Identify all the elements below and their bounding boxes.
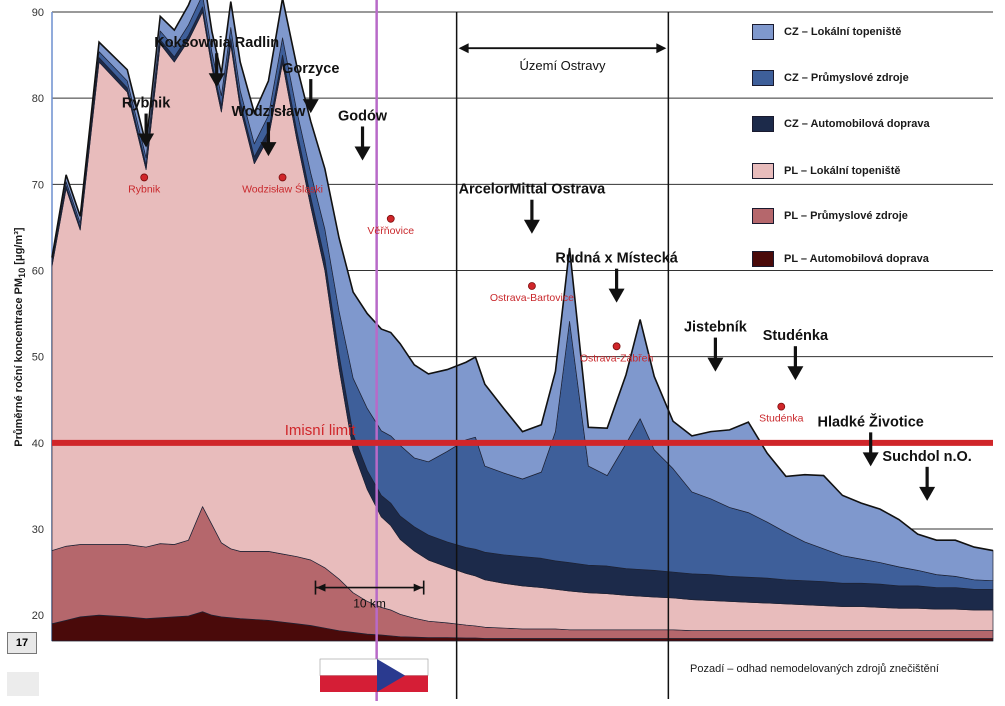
y-tick-label: 90	[32, 7, 44, 19]
locality-label: Jistebník	[684, 320, 748, 336]
legend-swatch	[752, 70, 774, 86]
station-marker	[278, 173, 287, 182]
locality-label: Rybnik	[122, 96, 171, 112]
station-marker	[612, 342, 621, 351]
baseline-value-box: 17	[7, 632, 37, 654]
legend-label: PL – Automobilová doprava	[784, 253, 929, 265]
limit-label: Imisní limit	[285, 422, 357, 439]
legend-item-pl-automobilova: PL – Automobilová doprava	[752, 249, 929, 269]
station-marker	[140, 173, 149, 182]
corner-box	[7, 672, 39, 696]
legend-swatch	[752, 116, 774, 132]
locality-arrow-head	[138, 133, 155, 148]
locality-label: Rudná x Místecká	[555, 251, 678, 267]
y-axis-title: Průměrné roční koncentrace PM10 [μg/m³]	[13, 202, 27, 472]
y-tick-label: 20	[32, 610, 44, 622]
station-marker	[777, 402, 786, 411]
station-label: Wodzisław Śląski	[242, 182, 323, 195]
locality-arrow-head	[354, 146, 371, 161]
legend-swatch	[752, 24, 774, 40]
legend-swatch	[752, 163, 774, 179]
station-label: Věřňovice	[367, 225, 414, 237]
scale-label: 10 km	[353, 597, 386, 611]
y-axis-label: Průměrné roční koncentrace PM	[12, 278, 25, 447]
legend-item-cz-prumyslove: CZ – Průmyslové zdroje	[752, 68, 909, 88]
locality-arrow-head	[523, 219, 540, 234]
legend-label: CZ – Automobilová doprava	[784, 118, 930, 130]
locality-arrow-head	[260, 142, 277, 157]
legend-label: CZ – Průmyslové zdroje	[784, 72, 909, 84]
y-tick-label: 50	[32, 352, 44, 364]
locality-arrow-head	[862, 452, 879, 467]
legend-label: CZ – Lokální topeniště	[784, 26, 902, 38]
region-arrowhead-left	[458, 43, 469, 54]
legend-swatch	[752, 251, 774, 267]
locality-label: Hladké Životice	[817, 412, 923, 430]
region-label: Území Ostravy	[520, 58, 606, 73]
y-tick-label: 40	[32, 438, 44, 450]
y-tick-label: 60	[32, 265, 44, 277]
flag-red-band	[320, 675, 428, 692]
legend-item-cz-automobilova: CZ – Automobilová doprava	[752, 114, 930, 134]
locality-label: Studénka	[763, 328, 829, 344]
scale-arrowhead-left	[316, 583, 326, 592]
legend-swatch	[752, 208, 774, 224]
scale-arrowhead-right	[413, 583, 423, 592]
y-tick-label: 30	[32, 524, 44, 536]
locality-arrow-head	[787, 366, 804, 381]
flag-pl-white	[319, 658, 429, 676]
locality-label: Gorzyce	[282, 61, 339, 77]
locality-arrow-head	[707, 357, 724, 372]
locality-label: Suchdol n.O.	[882, 449, 971, 465]
y-axis-label-sub: 10	[17, 267, 28, 278]
y-tick-label: 80	[32, 93, 44, 105]
flag-cz-triangle	[377, 659, 405, 692]
locality-label: Godów	[338, 108, 388, 124]
y-axis-unit: [μg/m³]	[12, 227, 25, 265]
legend-item-pl-lokalni: PL – Lokální topeniště	[752, 161, 901, 181]
locality-label: Koksownia Radlin	[154, 35, 279, 51]
region-arrowhead-right	[656, 43, 667, 54]
locality-arrow-head	[919, 486, 936, 501]
background-note: Pozadí – odhad nemodelovaných zdrojů zne…	[690, 663, 939, 675]
legend-item-cz-lokalni: CZ – Lokální topeniště	[752, 22, 901, 42]
y-tick-label: 70	[32, 179, 44, 191]
station-marker	[528, 282, 536, 290]
legend-label: PL – Lokální topeniště	[784, 165, 901, 177]
locality-arrow-head	[302, 99, 319, 114]
baseline-value: 17	[15, 637, 29, 649]
station-label: Ostrava-Zábřeh	[580, 352, 654, 364]
total-outline	[51, 0, 994, 552]
station-marker	[386, 214, 395, 223]
station-label: Ostrava-Bartovice	[490, 292, 574, 304]
station-label: Rybnik	[128, 183, 161, 195]
locality-label: ArcelorMittal Ostrava	[459, 182, 607, 198]
station-label: Studénka	[759, 413, 804, 425]
locality-label: Wodzisław	[232, 104, 307, 120]
locality-arrow-head	[208, 73, 225, 88]
legend-item-pl-prumyslove: PL – Průmyslové zdroje	[752, 206, 908, 226]
locality-arrow-head	[608, 288, 625, 303]
legend-label: PL – Průmyslové zdroje	[784, 210, 908, 222]
